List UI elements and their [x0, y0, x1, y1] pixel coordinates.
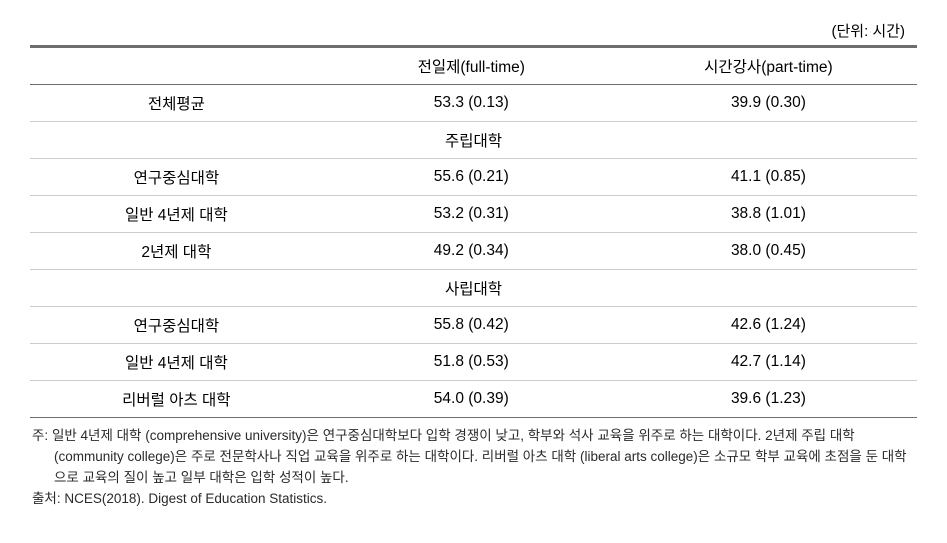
table-header-row: 전일제(full-time) 시간강사(part-time) — [30, 47, 917, 85]
row-fulltime: 54.0 (0.39) — [323, 381, 620, 418]
table-row: 일반 4년제 대학 51.8 (0.53) 42.7 (1.14) — [30, 344, 917, 381]
section-title: 사립대학 — [30, 270, 917, 307]
section-title: 주립대학 — [30, 122, 917, 159]
row-parttime: 38.8 (1.01) — [620, 196, 917, 233]
row-label: 전체평균 — [30, 85, 323, 122]
header-blank — [30, 47, 323, 85]
section-header-row: 주립대학 — [30, 122, 917, 159]
source-line: 출처: NCES(2018). Digest of Education Stat… — [32, 489, 917, 510]
table-row: 연구중심대학 55.8 (0.42) 42.6 (1.24) — [30, 307, 917, 344]
row-parttime: 39.6 (1.23) — [620, 381, 917, 418]
row-label: 일반 4년제 대학 — [30, 344, 323, 381]
row-fulltime: 49.2 (0.34) — [323, 233, 620, 270]
row-fulltime: 51.8 (0.53) — [323, 344, 620, 381]
data-table: 전일제(full-time) 시간강사(part-time) 전체평균 53.3… — [30, 45, 917, 418]
table-notes: 주: 일반 4년제 대학 (comprehensive university)은… — [30, 426, 917, 510]
row-label: 리버럴 아츠 대학 — [30, 381, 323, 418]
row-parttime: 42.7 (1.14) — [620, 344, 917, 381]
table-row: 일반 4년제 대학 53.2 (0.31) 38.8 (1.01) — [30, 196, 917, 233]
header-fulltime: 전일제(full-time) — [323, 47, 620, 85]
row-label: 일반 4년제 대학 — [30, 196, 323, 233]
row-parttime: 38.0 (0.45) — [620, 233, 917, 270]
table-row: 연구중심대학 55.6 (0.21) 41.1 (0.85) — [30, 159, 917, 196]
row-parttime: 39.9 (0.30) — [620, 85, 917, 122]
table-row: 전체평균 53.3 (0.13) 39.9 (0.30) — [30, 85, 917, 122]
row-fulltime: 55.8 (0.42) — [323, 307, 620, 344]
note-line: 주: 일반 4년제 대학 (comprehensive university)은… — [32, 426, 917, 489]
row-label: 연구중심대학 — [30, 159, 323, 196]
note-text: 일반 4년제 대학 (comprehensive university)은 연구… — [52, 428, 907, 485]
row-fulltime: 53.2 (0.31) — [323, 196, 620, 233]
unit-label: (단위: 시간) — [30, 20, 917, 41]
row-parttime: 42.6 (1.24) — [620, 307, 917, 344]
source-label: 출처: — [32, 491, 61, 506]
row-label: 2년제 대학 — [30, 233, 323, 270]
header-parttime: 시간강사(part-time) — [620, 47, 917, 85]
row-label: 연구중심대학 — [30, 307, 323, 344]
row-fulltime: 55.6 (0.21) — [323, 159, 620, 196]
row-fulltime: 53.3 (0.13) — [323, 85, 620, 122]
section-header-row: 사립대학 — [30, 270, 917, 307]
source-text: NCES(2018). Digest of Education Statisti… — [64, 491, 327, 506]
note-label: 주: — [32, 428, 48, 443]
table-row: 리버럴 아츠 대학 54.0 (0.39) 39.6 (1.23) — [30, 381, 917, 418]
row-parttime: 41.1 (0.85) — [620, 159, 917, 196]
table-row: 2년제 대학 49.2 (0.34) 38.0 (0.45) — [30, 233, 917, 270]
